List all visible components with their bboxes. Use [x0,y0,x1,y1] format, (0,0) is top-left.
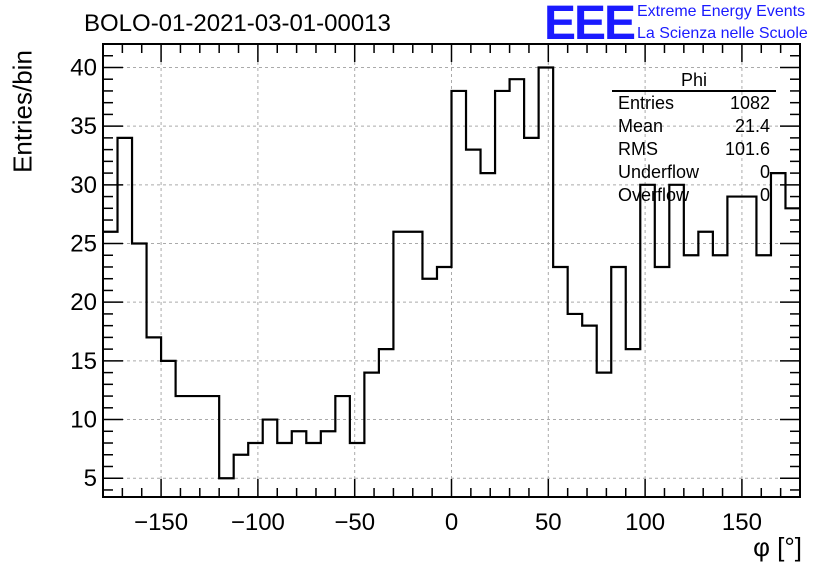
stats-value: 0 [759,162,770,182]
x-tick-label: 50 [535,509,562,536]
x-axis-label: φ [°] [753,532,802,562]
stats-row-mean: Mean 21.4 [612,115,776,138]
stats-label: Mean [618,116,664,136]
x-tick-label: 150 [722,509,762,536]
y-tick-label: 30 [70,172,97,199]
stats-row-overflow: Overflow 0 [612,184,776,207]
y-tick-label: 35 [70,113,97,140]
plot-frame [102,43,801,498]
y-tick-label: 40 [70,54,97,81]
stats-row-rms: RMS 101.6 [612,138,776,161]
histogram-series-line [103,66,800,480]
x-tick-label: −50 [334,509,375,536]
x-tick-label: 100 [625,509,665,536]
stats-value: 1082 [729,93,770,113]
stats-label: Entries [618,93,675,113]
stats-label: RMS [618,139,658,159]
stats-label: Underflow [618,162,700,182]
y-tick-label: 20 [70,289,97,316]
logo-tagline-2: La Scienza nelle Scuole [637,25,808,42]
x-tick-label: −100 [231,509,285,536]
y-tick-label: 10 [70,407,97,434]
eee-logo: EEE [544,0,636,50]
x-tick-label: 0 [445,509,458,536]
stats-title: Phi [612,70,776,92]
stats-label: Overflow [618,185,690,205]
tick-labels: −150 −100 −50 0 50 100 150 5 10 15 20 25 30 35 40 [70,54,762,536]
y-tick-label: 5 [84,465,97,492]
stats-row-underflow: Underflow 0 [612,161,776,184]
y-tick-label: 25 [70,231,97,258]
stats-value: 0 [759,185,770,205]
stats-box: Phi Entries 1082 Mean 21.4 RMS 101.6 Und… [612,70,776,207]
logo-tagline-1: Extreme Energy Events [637,3,806,20]
x-tick-label: −150 [134,509,188,536]
y-axis-label: Entries/bin [7,50,38,173]
stats-value: 101.6 [724,139,770,159]
chart-title: BOLO-01-2021-03-01-00013 [84,10,391,37]
y-tick-label: 15 [70,348,97,375]
stats-row-entries: Entries 1082 [612,92,776,115]
stats-value: 21.4 [734,116,770,136]
